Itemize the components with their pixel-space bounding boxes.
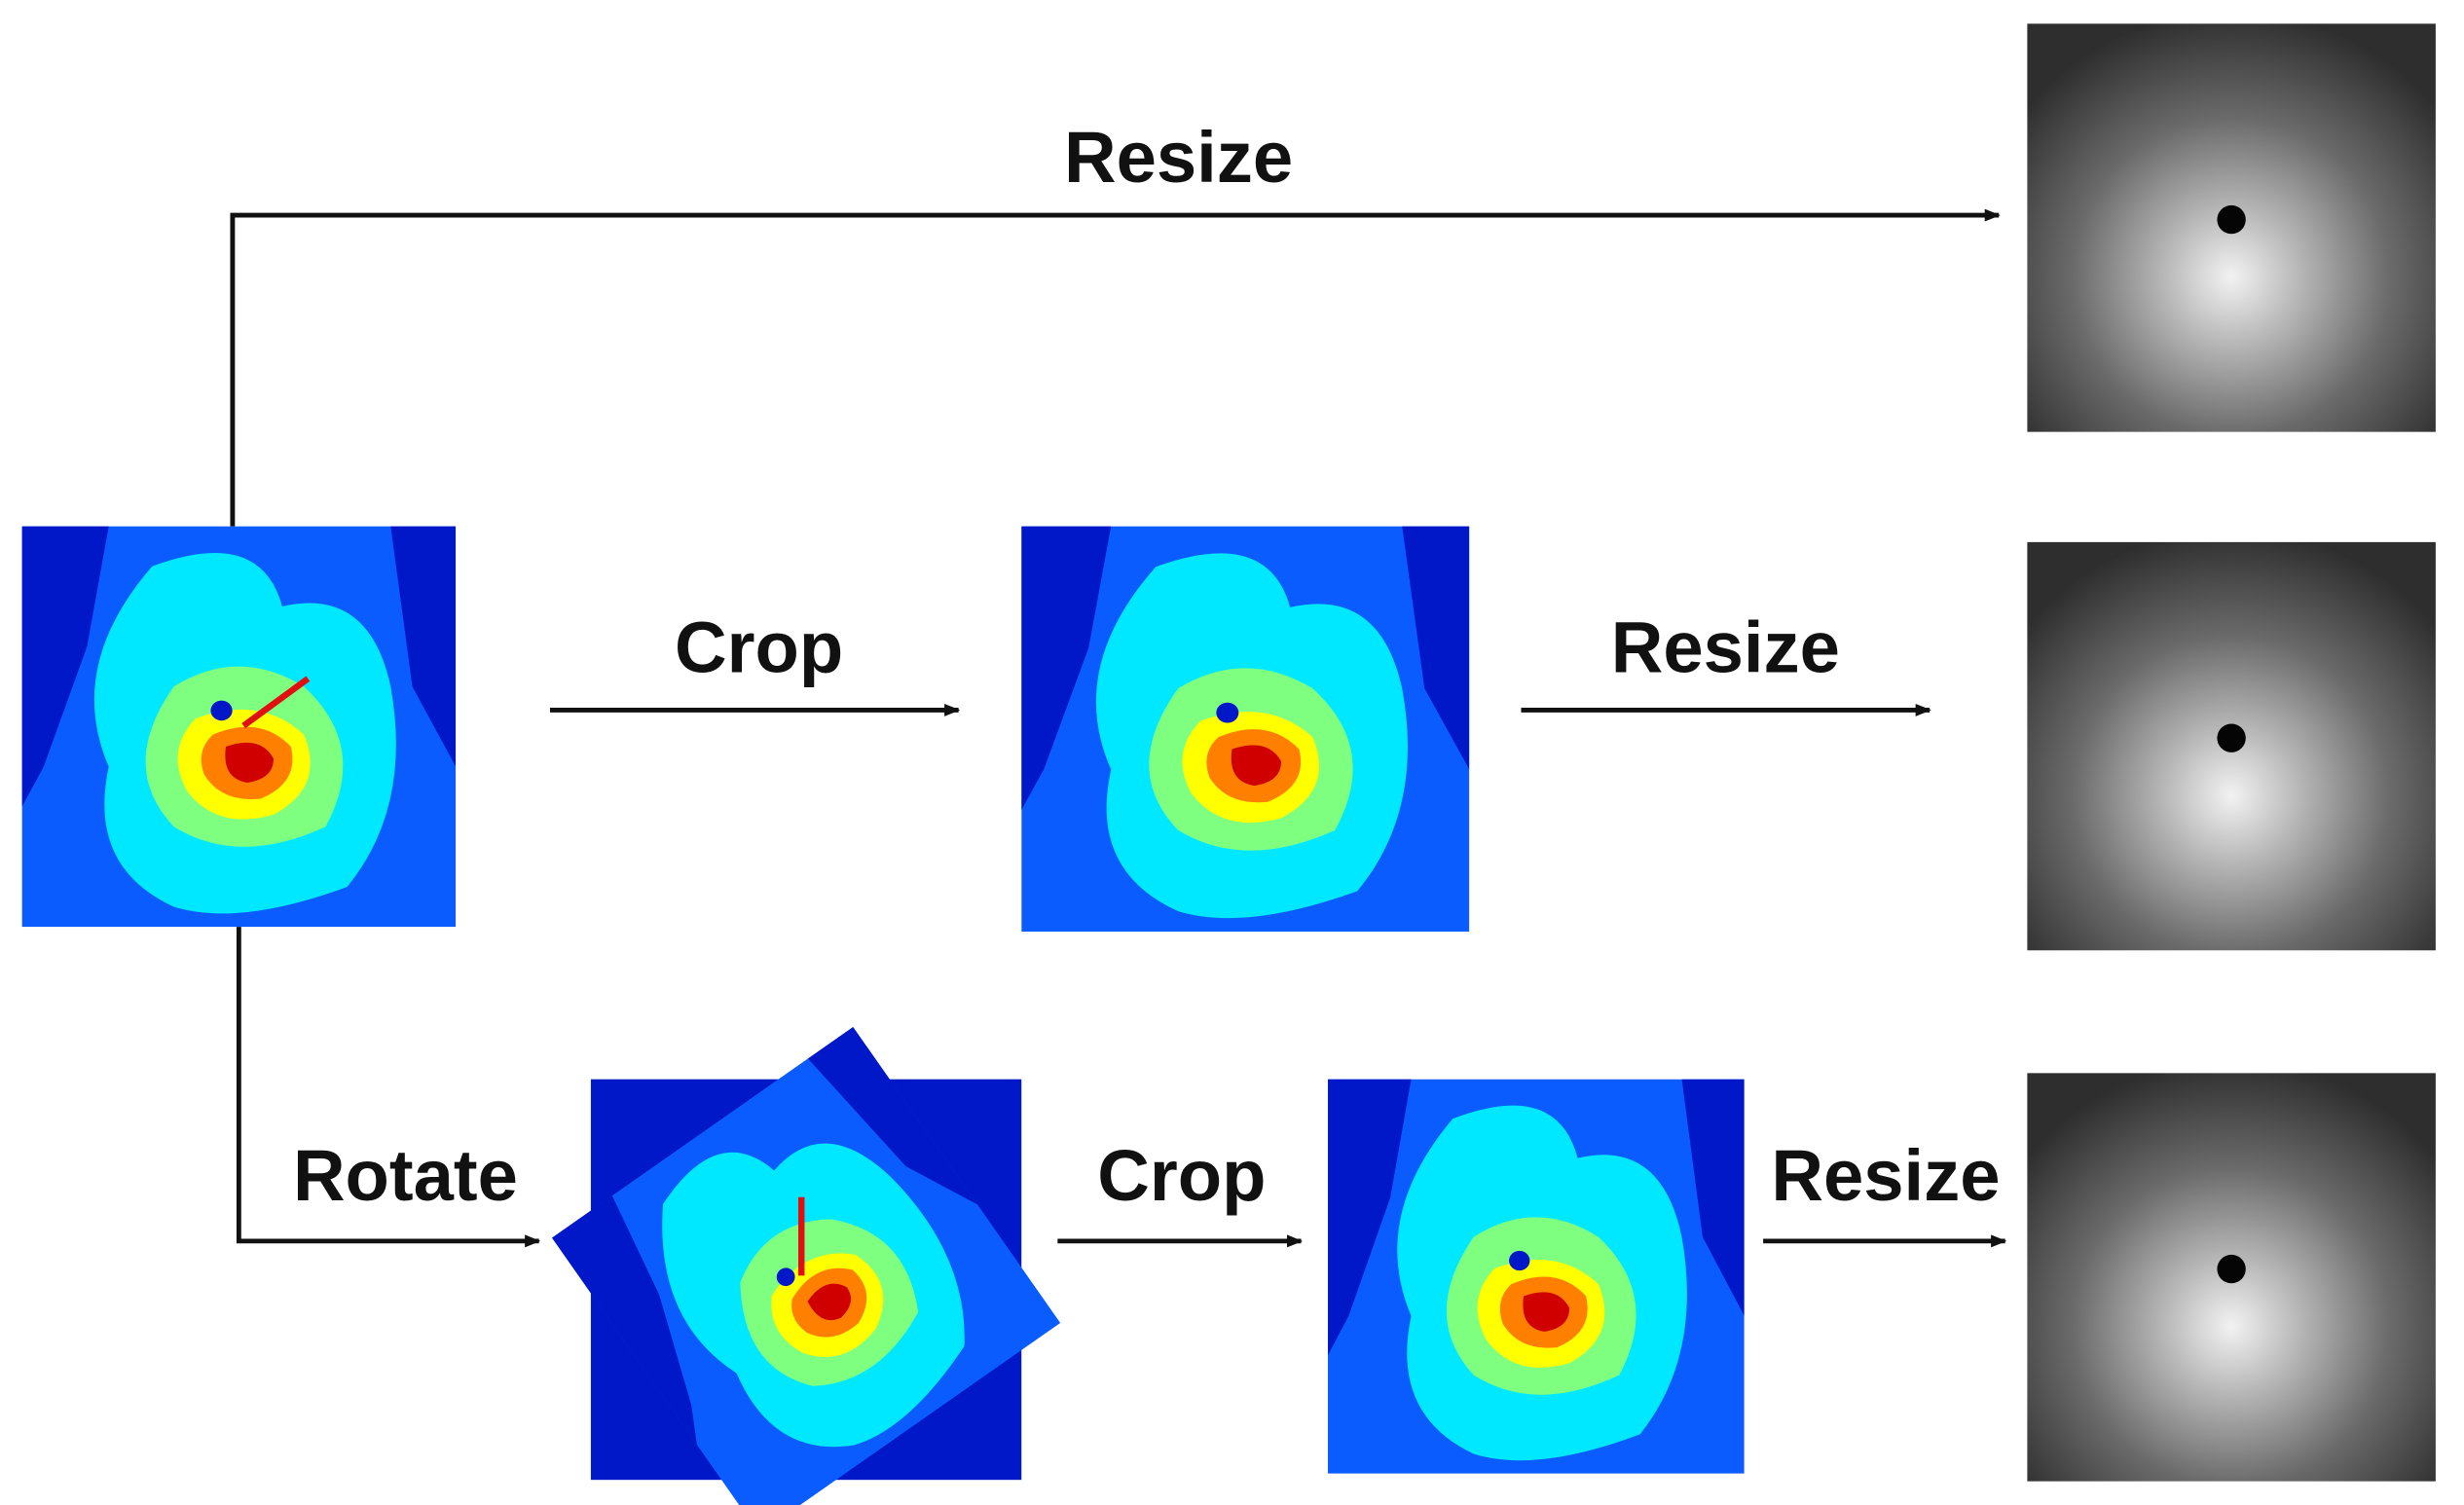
cropped-image [1327,1079,1745,1474]
source-image [21,526,457,928]
edge-label: Crop [1097,1135,1266,1216]
arrow [236,927,541,1248]
edge-label: Crop [675,607,843,688]
edge-label: Rotate [293,1135,518,1216]
resized-image [2027,1073,2436,1482]
edge-label: Resize [1611,607,1840,688]
rotated-image [551,1026,1061,1505]
edge-label: Resize [1064,117,1293,198]
resized-image [2027,541,2436,951]
edge-label: Resize [1771,1135,2000,1216]
cropped-image [1021,526,1470,932]
arrow [230,208,2001,527]
direction-arrow [241,676,311,729]
resized-image [2027,23,2436,432]
